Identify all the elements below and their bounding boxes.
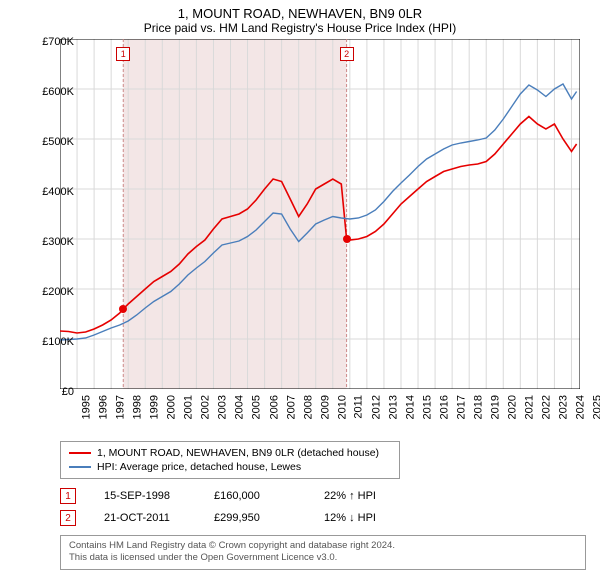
sales-table: 1 15-SEP-1998£160,00022% ↑ HPI 2 21-OCT-201… (60, 485, 600, 529)
x-axis-ticks: 1995 1996 1997 1998 1999 2000 2001 2002 2003 2004… (60, 389, 600, 433)
sale-hpi-diff: 22% ↑ HPI (324, 490, 434, 502)
x-tick-label: 2015 (421, 395, 433, 419)
legend-swatch (69, 466, 91, 468)
x-tick-label: 2020 (507, 395, 519, 419)
chart-plot-area: 12 (60, 39, 580, 389)
sale-row: 1 15-SEP-1998£160,00022% ↑ HPI (60, 485, 600, 507)
x-tick-label: 2001 (183, 395, 195, 419)
x-tick-label: 2023 (558, 395, 570, 419)
x-tick-label: 1997 (115, 395, 127, 419)
chart-svg (60, 39, 580, 389)
x-tick-label: 2009 (319, 395, 331, 419)
sale-price: £299,950 (214, 512, 324, 524)
sale-date: 15-SEP-1998 (104, 490, 214, 502)
y-tick-label: £600K (42, 86, 74, 98)
x-tick-label: 2003 (217, 395, 229, 419)
x-tick-label: 2005 (251, 395, 263, 419)
sale-price: £160,000 (214, 490, 324, 502)
x-tick-label: 2016 (439, 395, 451, 419)
sale-marker-label: 2 (340, 47, 354, 61)
legend-swatch (69, 452, 91, 454)
sale-point-marker (343, 235, 351, 243)
x-tick-label: 2012 (370, 395, 382, 419)
x-tick-label: 2022 (541, 395, 553, 419)
legend: 1, MOUNT ROAD, NEWHAVEN, BN9 0LR (detach… (60, 441, 400, 479)
sale-row: 2 21-OCT-2011£299,95012% ↓ HPI (60, 507, 600, 529)
sale-hpi-diff: 12% ↓ HPI (324, 512, 434, 524)
sale-marker-label: 1 (116, 47, 130, 61)
legend-item: HPI: Average price, detached house, Lewe… (69, 460, 391, 474)
legend-label: 1, MOUNT ROAD, NEWHAVEN, BN9 0LR (detach… (97, 447, 379, 459)
x-tick-label: 2011 (352, 395, 364, 419)
y-tick-label: £200K (42, 286, 74, 298)
x-tick-label: 2004 (234, 395, 246, 419)
sale-date: 21-OCT-2011 (104, 512, 214, 524)
chart-subtitle: Price paid vs. HM Land Registry's House … (0, 21, 600, 39)
footer-line-2: This data is licensed under the Open Gov… (69, 552, 577, 564)
x-tick-label: 2007 (285, 395, 297, 419)
x-tick-label: 2000 (166, 395, 178, 419)
legend-item: 1, MOUNT ROAD, NEWHAVEN, BN9 0LR (detach… (69, 446, 391, 460)
sale-index-box: 2 (60, 510, 76, 526)
y-tick-label: £100K (42, 336, 74, 348)
y-tick-label: £0 (62, 386, 74, 398)
x-tick-label: 2018 (473, 395, 485, 419)
x-tick-label: 1999 (149, 395, 161, 419)
x-tick-label: 2002 (200, 395, 212, 419)
sale-point-marker (119, 305, 127, 313)
y-tick-label: £400K (42, 186, 74, 198)
footer-line-1: Contains HM Land Registry data © Crown c… (69, 540, 577, 552)
legend-label: HPI: Average price, detached house, Lewe… (97, 461, 301, 473)
y-tick-label: £700K (42, 36, 74, 48)
x-tick-label: 2013 (387, 395, 399, 419)
x-tick-label: 2014 (404, 395, 416, 419)
x-tick-label: 2025 (592, 395, 600, 419)
x-tick-label: 2019 (490, 395, 502, 419)
y-tick-label: £300K (42, 236, 74, 248)
chart-container: { "title": "1, MOUNT ROAD, NEWHAVEN, BN9… (0, 0, 600, 560)
x-tick-label: 2021 (524, 395, 536, 419)
x-tick-label: 1995 (80, 395, 92, 419)
x-tick-label: 2008 (302, 395, 314, 419)
x-tick-label: 1996 (98, 395, 110, 419)
attribution-footer: Contains HM Land Registry data © Crown c… (60, 535, 586, 570)
chart-title: 1, MOUNT ROAD, NEWHAVEN, BN9 0LR (0, 0, 600, 21)
y-tick-label: £500K (42, 136, 74, 148)
x-tick-label: 2017 (456, 395, 468, 419)
x-tick-label: 2010 (336, 395, 348, 419)
sale-index-box: 1 (60, 488, 76, 504)
x-tick-label: 2006 (268, 395, 280, 419)
x-tick-label: 1998 (132, 395, 144, 419)
x-tick-label: 2024 (575, 395, 587, 419)
